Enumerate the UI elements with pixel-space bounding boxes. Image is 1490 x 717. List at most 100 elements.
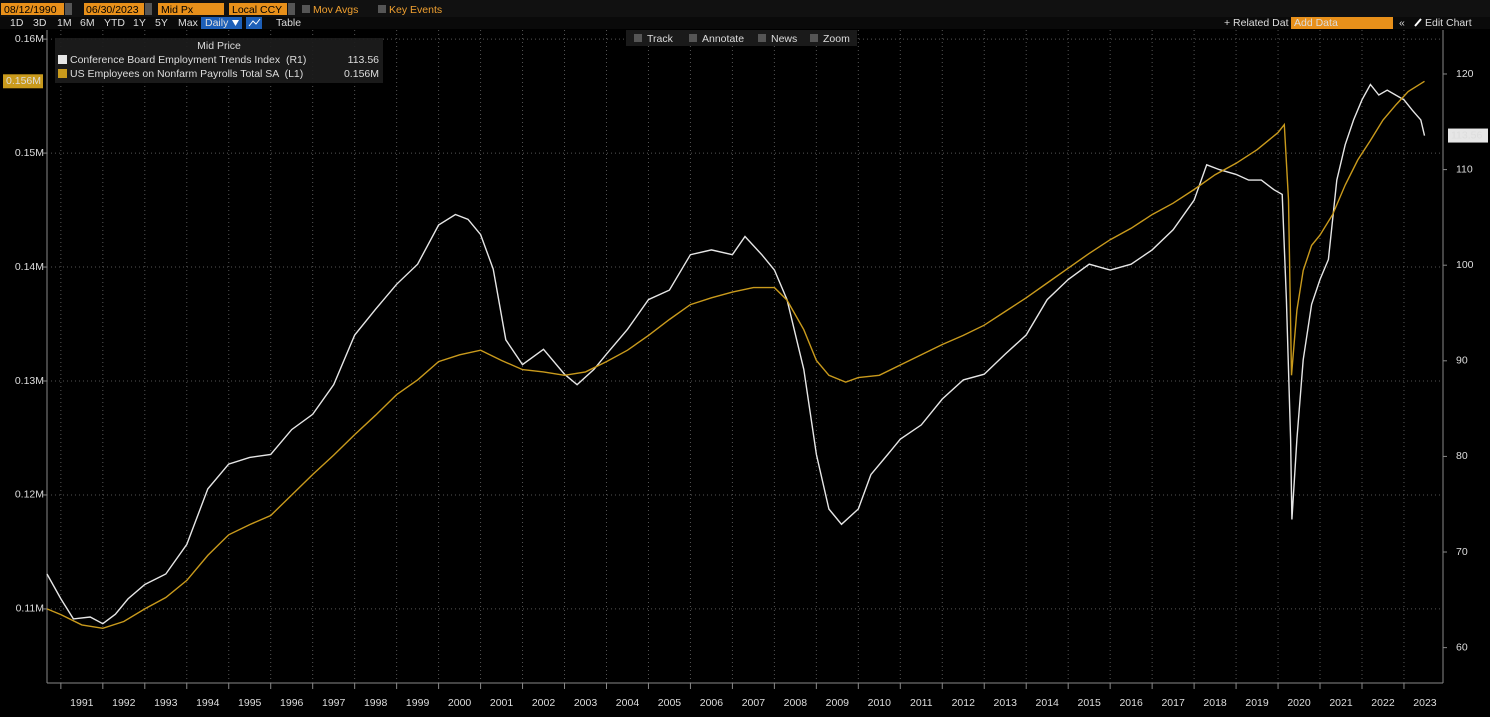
x-tick-label: 2001 [490, 697, 514, 709]
chart-tool[interactable]: Zoom [823, 33, 850, 45]
currency-box[interactable] [229, 3, 287, 15]
chart-tool[interactable]: News [771, 33, 797, 45]
legend-label: US Employees on Nonfarm Payrolls Total S… [70, 68, 303, 80]
legend-value: 0.156M [344, 68, 379, 80]
x-tick-label: 2006 [700, 697, 724, 709]
x-tick-label: 2008 [784, 697, 808, 709]
period-button[interactable]: 3D [33, 17, 47, 29]
tool-icon [810, 34, 818, 42]
checkbox[interactable] [378, 5, 386, 13]
legend-swatch [58, 69, 67, 78]
chart-tools-bar [626, 30, 857, 46]
y-tick-label: 0.14M [15, 261, 44, 273]
x-tick-label: 2022 [1371, 697, 1395, 709]
start-date[interactable]: 08/12/1990 [4, 4, 57, 16]
x-tick-label: 2010 [868, 697, 892, 709]
period-button[interactable]: YTD [104, 17, 125, 29]
last-value-box [1448, 128, 1488, 143]
calendar-icon[interactable] [65, 3, 72, 15]
x-tick-label: 2018 [1203, 697, 1227, 709]
x-tick-label: 2003 [574, 697, 598, 709]
legend-swatch [58, 55, 67, 64]
legend-value: 113.56 [348, 54, 379, 66]
y-tick-label: 0.13M [15, 375, 44, 387]
y2-tick-label: 120 [1456, 68, 1474, 80]
y2-tick-label: 80 [1456, 450, 1468, 462]
chart-tool[interactable]: Annotate [702, 33, 744, 45]
dropdown-arrow [232, 20, 239, 26]
period-button[interactable]: Max [178, 17, 199, 29]
key-events[interactable]: Key Events [389, 4, 442, 16]
last-value-label: 0.156M [6, 75, 41, 87]
frequency-button[interactable] [201, 17, 242, 29]
x-tick-label: 1995 [238, 697, 262, 709]
add-data[interactable]: Add Data [1294, 17, 1338, 29]
x-tick-label: 2021 [1329, 697, 1353, 709]
x-tick-label: 2002 [532, 697, 556, 709]
x-tick-label: 1999 [406, 697, 430, 709]
mov-avgs[interactable]: Mov Avgs [313, 4, 358, 16]
frequency[interactable]: Daily [205, 17, 229, 29]
dropdown[interactable] [288, 3, 295, 15]
x-tick-label: 2009 [826, 697, 850, 709]
add-data-field[interactable] [1291, 17, 1393, 29]
period-button[interactable]: 5Y [155, 17, 168, 29]
x-tick-label: 1991 [70, 697, 94, 709]
calendar-icon[interactable] [145, 3, 152, 15]
tool-icon [689, 34, 697, 42]
y2-tick-label: 60 [1456, 641, 1468, 653]
end-date[interactable]: 06/30/2023 [86, 4, 139, 16]
legend [55, 38, 383, 83]
y2-tick-label: 110 [1456, 163, 1473, 175]
y-tick-label: 0.11M [16, 603, 44, 615]
start-date-field[interactable] [1, 3, 64, 15]
end-date-field[interactable] [84, 3, 144, 15]
y2-tick-label: 90 [1456, 355, 1468, 367]
related-data[interactable]: + Related Dat [1224, 17, 1289, 29]
y2-tick-label: 100 [1456, 259, 1474, 271]
price-field[interactable]: Mid Px [161, 4, 194, 16]
currency[interactable]: Local CCY [232, 4, 282, 16]
x-tick-label: 1993 [154, 697, 178, 709]
x-tick-label: 2023 [1413, 697, 1437, 709]
x-tick-label: 1992 [112, 697, 136, 709]
chart-icon [248, 18, 261, 27]
edit-chart[interactable]: Edit Chart [1425, 17, 1472, 29]
last-value-box [3, 74, 43, 89]
legend-title: Mid Price [197, 40, 241, 52]
tool-icon [634, 34, 642, 42]
x-tick-label: 2000 [448, 697, 472, 709]
legend-label: Conference Board Employment Trends Index… [70, 54, 306, 66]
series-line [46, 83, 1426, 625]
pencil-icon [1414, 18, 1422, 27]
x-tick-label: 2019 [1245, 697, 1269, 709]
period-button[interactable]: 6M [80, 17, 95, 29]
chart-tool[interactable]: Track [647, 33, 674, 45]
x-tick-label: 1996 [280, 697, 304, 709]
chart-type-button[interactable] [246, 17, 262, 29]
x-tick-label: 2013 [994, 697, 1018, 709]
period-button[interactable]: 1M [57, 17, 72, 29]
x-tick-label: 2004 [616, 697, 640, 709]
x-tick-label: 1998 [364, 697, 388, 709]
price-field-box[interactable] [158, 3, 224, 15]
period-button[interactable]: 1Y [133, 17, 146, 29]
x-tick-label: 2020 [1287, 697, 1311, 709]
checkbox[interactable] [302, 5, 310, 13]
x-tick-label: 1997 [322, 697, 346, 709]
series-line [46, 80, 1425, 630]
toolbar-row [0, 17, 1490, 29]
collapse-icon[interactable]: « [1399, 17, 1405, 29]
period-button[interactable]: 1D [10, 17, 24, 29]
y-tick-label: 0.12M [15, 489, 44, 501]
tool-icon [758, 34, 766, 42]
x-tick-label: 1994 [196, 697, 220, 709]
y-tick-label: 0.15M [15, 147, 44, 159]
x-tick-label: 2007 [742, 697, 766, 709]
toolbar-row [0, 0, 1490, 17]
x-tick-label: 2012 [952, 697, 976, 709]
last-value-label: 113.56 [1451, 129, 1482, 141]
table-button[interactable]: Table [276, 17, 301, 29]
